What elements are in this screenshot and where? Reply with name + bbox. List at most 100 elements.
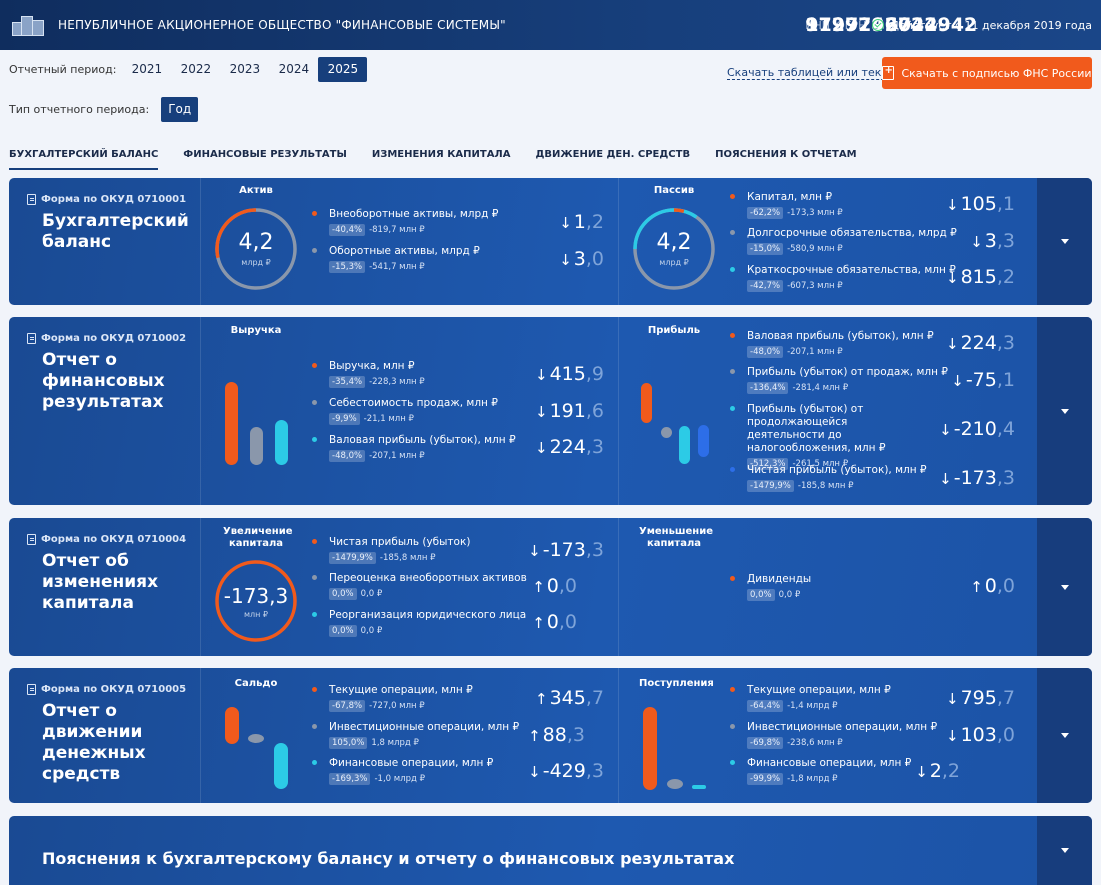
capital-card[interactable]: Форма по ОКУД 0710004 Отчет об изменения… bbox=[9, 518, 1092, 656]
list-item: Текущие операции, млн ₽ -67,8% -727,0 млн … bbox=[312, 684, 473, 712]
capital-increase-panel: Увеличение капитала -173,3 млн ₽ Чистая … bbox=[200, 518, 618, 656]
gross-profit-bar bbox=[641, 383, 652, 423]
item-value: ↑ 88,3 bbox=[528, 724, 585, 746]
list-item: Инвестиционные операции, млн ₽105,0% 1,8 … bbox=[312, 721, 519, 749]
list-item: Валовая прибыль (убыток), млн ₽ -48,0% -20… bbox=[312, 434, 516, 462]
balance-card[interactable]: Форма по ОКУД 0710001 Бухгалтерский бала… bbox=[9, 178, 1092, 305]
operating-receipts-bar bbox=[643, 707, 657, 790]
ogrn-label: ОГРН bbox=[836, 18, 867, 32]
expand-results-button[interactable] bbox=[1037, 317, 1092, 505]
card-title: Отчет о движении денежных средств bbox=[42, 701, 146, 784]
status-text: Действует с 11 декабря 2019 года bbox=[890, 18, 1092, 32]
financing-receipts-bar bbox=[692, 785, 706, 789]
company-name: НЕПУБЛИЧНОЕ АКЦИОНЕРНОЕ ОБЩЕСТВО "ФИНАНС… bbox=[58, 18, 506, 32]
check-circle-icon bbox=[872, 19, 885, 31]
ring-unit: млрд ₽ bbox=[659, 258, 689, 267]
list-item: Финансовые операции, млн ₽ -99,9% -1,8 млр… bbox=[730, 757, 911, 785]
cashflow-card[interactable]: Форма по ОКУД 0710005 Отчет о движении д… bbox=[9, 668, 1092, 803]
period-type-label: Тип отчетного периода: bbox=[9, 103, 150, 116]
inn-label: ИНН bbox=[805, 18, 831, 32]
profit-panel: Прибыль Валовая прибыль (убыток), млн ₽ -… bbox=[618, 317, 1037, 505]
assets-panel: Актив 4,2 млрд ₽ Внеоборотные активы, мл… bbox=[200, 178, 618, 305]
item-value: ↓ 415,9 bbox=[535, 363, 604, 385]
panel-title: Пассив bbox=[653, 185, 695, 196]
balance-flow-panel: Сальдо Текущие операции, млн ₽ -67,8% -727… bbox=[200, 668, 618, 803]
cashflow-title-block: Форма по ОКУД 0710005 Отчет о движении д… bbox=[9, 668, 200, 803]
ring-unit: млрд ₽ bbox=[241, 258, 271, 267]
tab-balance[interactable]: БУХГАЛТЕРСКИЙ БАЛАНС bbox=[9, 147, 159, 170]
results-card[interactable]: Форма по ОКУД 0710002 Отчет о финансовых… bbox=[9, 317, 1092, 505]
liabilities-donut: 4,2 млрд ₽ bbox=[631, 206, 717, 292]
period-type-year-button[interactable]: Год bbox=[161, 97, 199, 122]
expand-balance-button[interactable] bbox=[1037, 178, 1092, 305]
list-item: Финансовые операции, млн ₽ -169,3% -1,0 мл… bbox=[312, 757, 493, 785]
ogrn-value: 1197746722942 bbox=[805, 14, 978, 36]
card-title: Бухгалтерский баланс bbox=[42, 211, 189, 252]
investing-bar bbox=[248, 734, 264, 743]
tab-financial-results[interactable]: ФИНАНСОВЫЕ РЕЗУЛЬТАТЫ bbox=[183, 149, 347, 160]
results-title-block: Форма по ОКУД 0710002 Отчет о финансовых… bbox=[9, 317, 200, 505]
download-table-link[interactable]: Скачать таблицей или текстом bbox=[727, 66, 909, 80]
revenue-panel: Выручка Выручка, млн ₽ -35,4% -228,3 млн ₽… bbox=[200, 317, 618, 505]
panel-title: Сальдо bbox=[234, 678, 278, 689]
card-title: Отчет об изменениях капитала bbox=[42, 551, 159, 613]
item-value: ↓ 224,3 bbox=[946, 332, 1015, 354]
card-title: Пояснения к бухгалтерскому балансу и отч… bbox=[42, 849, 735, 868]
item-value: ↓ 191,6 bbox=[535, 400, 604, 422]
okud-label: Форма по ОКУД 0710005 bbox=[27, 684, 200, 695]
registration-info: ИНН 9729292044 ОГРН 1197746722942 Действ… bbox=[805, 14, 1092, 36]
file-download-icon bbox=[882, 65, 895, 80]
item-value: ↓ 105,1 bbox=[946, 193, 1015, 215]
report-tabs: БУХГАЛТЕРСКИЙ БАЛАНС ФИНАНСОВЫЕ РЕЗУЛЬТА… bbox=[9, 147, 882, 170]
expand-cashflow-button[interactable] bbox=[1037, 668, 1092, 803]
item-value: ↑ 0,0 bbox=[970, 575, 1015, 597]
item-value: ↓ 2,2 bbox=[915, 760, 960, 782]
tab-cash-flow[interactable]: ДВИЖЕНИЕ ДЕН. СРЕДСТВ bbox=[535, 149, 691, 160]
tab-capital-changes[interactable]: ИЗМЕНЕНИЯ КАПИТАЛА bbox=[371, 149, 511, 160]
year-2022-button[interactable]: 2022 bbox=[180, 62, 212, 76]
year-2024-button[interactable]: 2024 bbox=[278, 62, 310, 76]
item-value: ↓ 3,0 bbox=[559, 248, 604, 270]
download-signed-button[interactable]: Скачать с подписью ФНС России bbox=[882, 57, 1092, 89]
investing-receipts-bar bbox=[667, 779, 683, 789]
list-item: Чистая прибыль (убыток) -1479,9% -185,8 мл… bbox=[312, 536, 470, 564]
liabilities-panel: Пассив 4,2 млрд ₽ Капитал, млн ₽ -62,2% -1… bbox=[618, 178, 1037, 305]
item-value: ↓ 224,3 bbox=[535, 436, 604, 458]
year-2025-button[interactable]: 2025 bbox=[318, 57, 368, 82]
list-item: Внеоборотные активы, млрд ₽ -40,4% -819,7 … bbox=[312, 208, 498, 236]
list-item: Себестоимость продаж, млн ₽ -9,9% -21,1 мл… bbox=[312, 397, 498, 425]
chevron-down-icon bbox=[1060, 408, 1069, 414]
list-item: Краткосрочные обязательства, млн ₽ -42,7%… bbox=[730, 264, 956, 292]
operating-bar bbox=[225, 707, 239, 744]
tab-notes[interactable]: ПОЯСНЕНИЯ К ОТЧЕТАМ bbox=[715, 149, 857, 160]
ring-value: -173,3 bbox=[223, 584, 289, 608]
item-value: ↓ 1,2 bbox=[559, 211, 604, 233]
chevron-down-icon bbox=[1060, 848, 1069, 853]
capital-increase-donut: -173,3 млн ₽ bbox=[213, 558, 299, 644]
document-icon bbox=[27, 194, 36, 205]
year-2021-button[interactable]: 2021 bbox=[131, 62, 163, 76]
capital-title-block: Форма по ОКУД 0710004 Отчет об изменения… bbox=[9, 518, 200, 656]
expand-capital-button[interactable] bbox=[1037, 518, 1092, 656]
year-2023-button[interactable]: 2023 bbox=[229, 62, 261, 76]
list-item: Выручка, млн ₽ -35,4% -228,3 млн ₽ bbox=[312, 360, 425, 388]
ring-value: 4,2 bbox=[238, 230, 274, 255]
list-item: Прибыль (убыток) от продаж, млн ₽ -136,4%… bbox=[730, 366, 948, 394]
sales-profit-bar bbox=[661, 427, 672, 438]
list-item: Переоценка внеоборотных активов 0,0% 0,0 ₽ bbox=[312, 572, 527, 600]
receipts-panel: Поступления Текущие операции, млн ₽ -64,4… bbox=[618, 668, 1037, 803]
list-item: Прибыль (убыток) от продолжающейся деяте… bbox=[730, 403, 927, 470]
pretax-profit-bar bbox=[679, 426, 690, 464]
chevron-down-icon bbox=[1060, 733, 1069, 738]
item-value: ↑ 0,0 bbox=[532, 575, 577, 597]
document-icon bbox=[27, 333, 36, 344]
panel-title: Увеличение капитала bbox=[223, 526, 293, 549]
list-item: Оборотные активы, млрд ₽ -15,3% -541,7 млн… bbox=[312, 245, 480, 273]
financing-bar bbox=[274, 743, 288, 789]
item-value: ↓ -173,3 bbox=[528, 539, 604, 561]
chevron-down-icon bbox=[1060, 584, 1069, 590]
list-item: Реорганизация юридического лица 0,0% 0,0 ₽ bbox=[312, 609, 526, 637]
expand-notes-button[interactable] bbox=[1037, 816, 1092, 885]
okud-label: Форма по ОКУД 0710004 bbox=[27, 534, 200, 545]
notes-card[interactable]: Пояснения к бухгалтерскому балансу и отч… bbox=[9, 816, 1092, 885]
